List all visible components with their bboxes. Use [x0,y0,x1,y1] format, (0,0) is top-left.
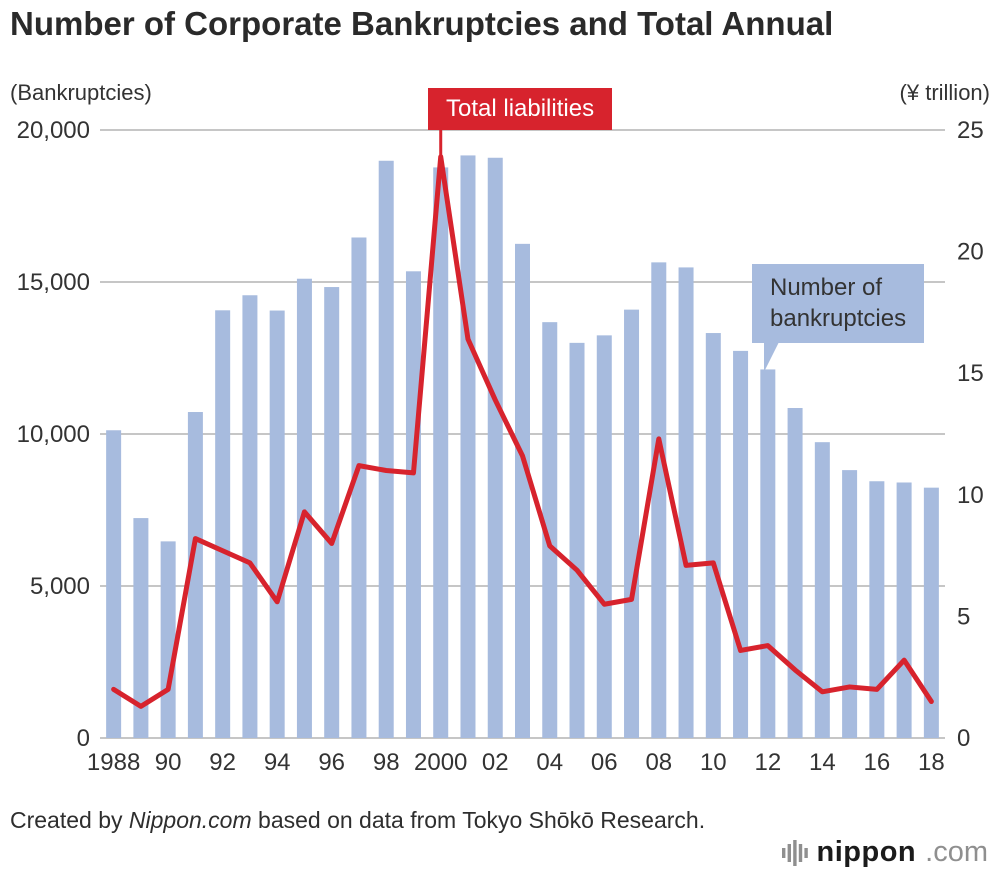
equalizer-bars-icon [781,839,808,866]
number-of-bankruptcies-callout: Number of bankruptcies [752,264,925,373]
x-axis-tick-label: 04 [536,749,563,776]
x-axis-tick-label: 90 [155,749,182,776]
bankruptcies-bar [760,369,776,738]
bankruptcies-bar [296,278,312,738]
bankruptcies-bar [678,267,694,738]
source-credit-site: Nippon.com [128,807,252,833]
right-axis-tick-label: 5 [957,603,970,630]
bankruptcies-bar [596,335,612,738]
source-credit-suffix: based on data from Tokyo Shōkō Research. [251,807,706,833]
source-credit-prefix: Created by [10,807,129,833]
right-axis-unit-label: (¥ trillion) [899,80,990,105]
left-axis-tick-label: 5,000 [30,573,90,600]
nippon-com-logo: nippon .com [781,836,988,869]
x-axis-tick-label: 1988 [87,749,140,776]
bankruptcies-bar [133,518,149,738]
bankruptcies-bar [842,470,858,738]
left-axis-tick-label: 15,000 [17,269,90,296]
bankruptcies-bar [651,262,667,738]
bankruptcies-bar [569,342,585,738]
right-axis-tick-label: 0 [957,725,970,752]
bankruptcies-bar [624,309,640,738]
bankruptcies-bar [733,350,749,738]
bankruptcies-bar [324,287,340,738]
logo-name: nippon [816,836,917,868]
x-axis-tick-label: 10 [700,749,727,776]
chart-canvas: 0 5,000 10,000 15,000 20,000 0 5 10 15 20 25 1988 90… [17,117,984,776]
bankruptcies-bar [814,442,830,738]
bankruptcies-bar [896,482,912,738]
bankruptcies-bar [378,160,394,739]
total-liabilities-callout: Total liabilities [428,88,613,130]
bankruptcies-bar [487,157,503,739]
right-axis-tick-label: 10 [957,482,984,509]
x-axis-tick-label: 02 [482,749,509,776]
bankruptcies-callout-pointer [764,342,779,373]
bankruptcies-bar [705,333,721,738]
left-axis-tick-label: 20,000 [17,117,90,144]
x-axis-tick-label: 94 [264,749,291,776]
x-axis-tick-label: 98 [373,749,400,776]
bankruptcies-bar [351,237,367,739]
bankruptcies-bar [160,541,176,738]
x-axis-tick-label: 2000 [414,749,467,776]
bankruptcies-bar [542,322,558,738]
logo-tld: .com [925,836,988,868]
x-axis-tick-label: 16 [864,749,891,776]
left-axis-tick-label: 10,000 [17,421,90,448]
bankruptcies-bar [869,481,885,738]
x-axis-tick-label: 96 [318,749,345,776]
bankruptcies-bar [215,310,231,738]
number-of-bankruptcies-callout-line1: Number of [770,274,883,301]
right-axis-tick-label: 20 [957,239,984,266]
x-axis-tick-label: 06 [591,749,618,776]
bankruptcies-bar [923,487,939,738]
bankruptcies-bar [433,167,449,739]
bankruptcies-bar [269,310,285,738]
liabilities-line [111,154,934,709]
right-axis-tick-label: 15 [957,360,984,387]
chart-title: Number of Corporate Bankruptcies and Tot… [10,5,834,42]
bankruptcies-bar [515,243,530,738]
left-axis-unit-label: (Bankruptcies) [10,80,152,105]
bankruptcies-bar [405,271,421,738]
number-of-bankruptcies-callout-line2: bankruptcies [770,304,907,332]
bankruptcies-bar [187,412,203,738]
bankruptcies-bar [460,155,476,738]
bankruptcies-bar [242,295,258,738]
x-axis-tick-label: 12 [754,749,781,776]
left-axis-tick-label: 0 [77,725,90,752]
x-axis-tick-label: 92 [209,749,236,776]
bankruptcies-bar [787,408,803,738]
x-axis-tick-label: 18 [918,749,945,776]
total-liabilities-callout-label: Total liabilities [446,95,595,122]
bankruptcies-bar [106,430,122,738]
x-axis-tick-label: 08 [645,749,672,776]
source-credit: Created by Nippon.com based on data from… [10,804,720,836]
right-axis-tick-label: 25 [957,117,984,144]
x-axis-tick-label: 14 [809,749,836,776]
